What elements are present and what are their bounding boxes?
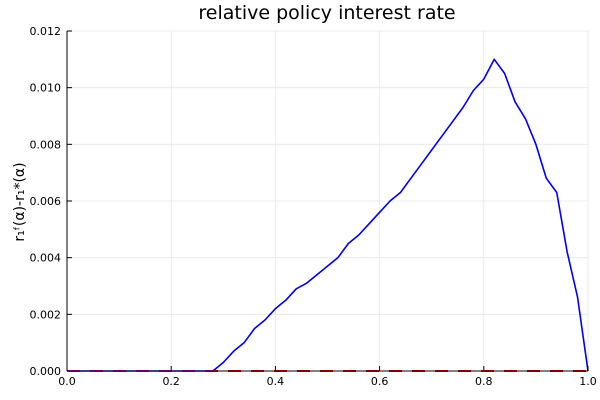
x-tick-label: 0.2	[162, 375, 180, 388]
y-axis-ticks: 0.000 0.002 0.004 0.006 0.008 0.010 0.012	[30, 25, 72, 378]
y-tick-label: 0.006	[30, 195, 62, 208]
grid-lines	[66, 30, 589, 372]
x-tick-label: 1.0	[579, 375, 597, 388]
series-line-1	[67, 58, 589, 372]
y-tick-label: 0.008	[30, 138, 62, 151]
x-tick-label: 0.8	[475, 375, 493, 388]
x-tick-label: 0.4	[267, 375, 285, 388]
y-tick-label: 0.010	[30, 82, 62, 95]
series-group	[67, 58, 589, 372]
y-axis-label: r₁ᶠ(α)-r₁*(α)	[12, 162, 28, 241]
x-tick-label: 0.6	[371, 375, 389, 388]
y-tick-label: 0.004	[30, 252, 62, 265]
y-tick-label: 0.012	[30, 25, 62, 38]
x-tick-label: 0.0	[58, 375, 76, 388]
y-tick-label: 0.000	[30, 365, 62, 378]
x-axis-ticks: 0.0 0.2 0.4 0.6 0.8 1.0	[58, 366, 597, 388]
chart-title: relative policy interest rate	[198, 2, 455, 24]
y-tick-label: 0.002	[30, 308, 62, 321]
